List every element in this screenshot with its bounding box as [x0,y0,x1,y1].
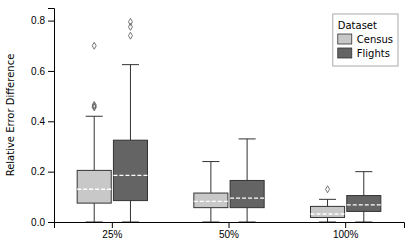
flier [326,186,330,193]
cap-high [86,116,103,117]
tick-label: 0.0 [31,217,45,228]
tick: 0.6 [31,66,54,77]
tick-mark [112,222,113,228]
axis-line [55,223,405,229]
cap-low [122,222,139,223]
tick: 0.0 [31,217,54,228]
cap-high [239,138,256,139]
whisker-low [210,208,211,222]
whisker-high [247,139,248,181]
cap-high [355,171,372,172]
legend-label: Census [357,34,393,45]
box-body [194,193,228,208]
box [347,172,381,222]
box-body [113,140,147,200]
tick-label: 25% [102,229,122,240]
tick: 0.8 [31,15,54,26]
whisker-low [94,203,95,222]
flier [128,23,132,30]
tick-mark [48,172,54,173]
cap-low [355,222,372,223]
cap-high [319,199,336,200]
cap-high [202,161,219,162]
chart: 25% 50% 100% 0.0 0.2 0.4 0.6 0.8 Relative Error … [0,0,412,246]
whisker-high [130,65,131,141]
tick-mark [229,222,230,228]
box [230,139,264,222]
flier [92,42,96,49]
tick-mark [345,222,346,228]
cap-low [86,222,103,223]
tick: 50% [219,222,239,240]
box [311,186,345,222]
tick-label: 0.8 [31,15,45,26]
whisker-low [363,211,364,222]
tick-mark [48,21,54,22]
tick-mark [48,121,54,122]
box [113,18,147,222]
cap-high [122,64,139,65]
flier [92,101,96,108]
flier [128,18,132,25]
legend-label: Flights [357,48,390,59]
tick-label: 100% [333,229,359,240]
whisker-high [210,162,211,193]
tick-label: 50% [219,229,239,240]
legend: Dataset Census Flights [333,14,398,66]
tick-mark [48,222,54,223]
legend-title: Dataset [338,20,377,31]
cap-low [202,222,219,223]
tick: 0.4 [31,116,54,127]
tick-label: 0.4 [31,116,45,127]
median [113,175,147,176]
box-body [77,170,111,203]
whisker-low [327,217,328,222]
flier [128,32,132,39]
cap-low [239,222,256,223]
box-body [230,180,264,207]
tick: 100% [333,222,359,240]
median [230,197,264,198]
y-label: Relative Error Difference [5,54,16,177]
axis-line [48,9,55,223]
whisker-high [327,199,328,206]
legend-swatch [338,34,352,44]
tick: 25% [102,222,122,240]
x-axis: 25% 50% 100% [55,222,405,240]
box-body [311,206,345,217]
y-axis: 0.0 0.2 0.4 0.6 0.8 [31,9,54,228]
whisker-low [130,201,131,222]
median [347,204,381,205]
legend-swatch [338,48,352,58]
box [194,162,228,222]
box-body [347,196,381,212]
cap-low [319,222,336,223]
tick: 0.2 [31,166,54,177]
median [194,201,228,202]
whisker-high [94,116,95,170]
median [311,213,345,214]
tick-label: 0.2 [31,166,45,177]
tick-mark [48,71,54,72]
box [77,42,111,222]
tick-label: 0.6 [31,66,45,77]
median [77,189,111,190]
whisker-low [247,208,248,222]
whisker-high [363,172,364,196]
legend-frame [333,14,398,66]
